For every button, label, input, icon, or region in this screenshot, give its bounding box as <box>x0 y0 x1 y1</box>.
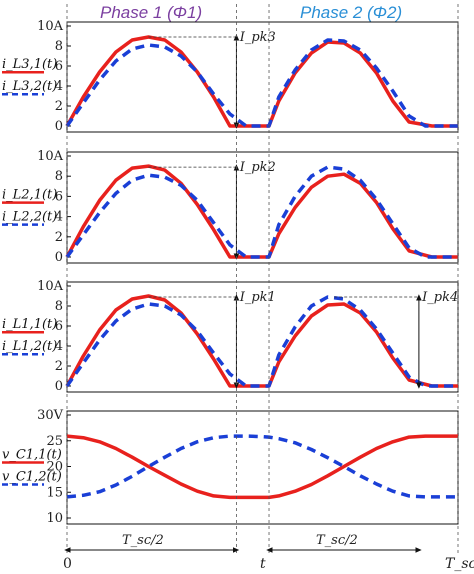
series-label: i_L2,2(t) <box>2 210 57 225</box>
x-tick-t: t <box>260 556 266 572</box>
series-label: i_L2,1(t) <box>2 188 57 203</box>
y-tick-label: 6 <box>55 319 63 334</box>
series-line-blue <box>66 434 458 499</box>
panel-frame <box>66 151 459 264</box>
series-line-red <box>66 434 458 500</box>
y-tick-label: 10A <box>37 19 64 34</box>
y-tick-label: 8 <box>55 39 63 54</box>
series-label: i_L3,1(t) <box>2 57 57 72</box>
y-tick-label: 8 <box>55 169 63 184</box>
y-tick-label: 2 <box>55 230 63 245</box>
y-tick-label: 10A <box>37 279 64 294</box>
peak-label: I_pk3 <box>239 30 276 45</box>
series-label: v_C1,2(t) <box>2 469 62 484</box>
series-line-blue <box>65 165 458 259</box>
time-axis: 0 t T_sc T_sc/2 T_sc/2 <box>63 533 474 572</box>
series-line-red <box>65 35 458 128</box>
y-tick-label: 6 <box>55 189 63 204</box>
y-tick-label: 0 <box>55 379 63 394</box>
span2-label: T_sc/2 <box>316 533 358 548</box>
y-tick-label: 10 <box>46 511 63 526</box>
y-tick-label: 2 <box>55 359 63 374</box>
y-tick-label: 10A <box>37 149 64 164</box>
y-tick-label: 4 <box>55 79 63 94</box>
phase1-label: Phase 1 (Φ1) <box>100 3 202 22</box>
x-tick-0: 0 <box>63 556 72 572</box>
chart-panels: 0 2 4 6 8 10A i_L3,1(t) i_L3,2(t) I_pk3 0 2 4 6 8 10A i… <box>2 19 459 526</box>
peak-label: I_pk2 <box>239 160 276 175</box>
series-label: i_L1,2(t) <box>2 339 57 354</box>
panel-1: 0 2 4 6 8 10A i_L3,1(t) i_L3,2(t) I_pk3 <box>2 19 459 134</box>
phase2-label: Phase 2 (Φ2) <box>300 3 402 22</box>
y-tick-label: 4 <box>55 210 63 225</box>
series-line-red <box>65 164 458 259</box>
x-tick-tsc: T_sc <box>445 556 474 572</box>
peak-label: I_pk1 <box>239 290 276 305</box>
y-tick-label: 8 <box>55 299 63 314</box>
y-tick-label: 25 <box>46 434 63 449</box>
panel-3: 0 2 4 6 8 10A i_L1,1(t) i_L1,2(t) I_pk1 I_pk4 <box>2 279 459 394</box>
y-tick-label: 20 <box>46 460 63 475</box>
y-tick-label: 0 <box>55 119 63 134</box>
series-line-red <box>65 294 458 388</box>
y-tick-label: 30V <box>37 408 64 423</box>
y-tick-label: 2 <box>55 99 63 114</box>
phase-guides <box>66 4 459 556</box>
y-tick-label: 15 <box>46 485 63 500</box>
panel-2: 0 2 4 6 8 10A i_L2,1(t) i_L2,2(t) I_pk2 <box>2 149 459 265</box>
series-line-blue <box>65 38 458 128</box>
y-tick-label: 0 <box>55 250 63 265</box>
series-label: i_L3,2(t) <box>2 79 57 94</box>
series-label: v_C1,1(t) <box>2 447 62 462</box>
span1-label: T_sc/2 <box>122 533 164 548</box>
y-tick-label: 6 <box>55 59 63 74</box>
y-tick-label: 4 <box>55 339 63 354</box>
series-label: i_L1,1(t) <box>2 317 57 332</box>
panel-4: 10 15 20 25 30V v_C1,1(t) v_C1,2(t) <box>2 408 459 526</box>
panel-frame <box>66 410 459 525</box>
series-line-blue <box>65 295 458 388</box>
phase-header: Phase 1 (Φ1) Phase 2 (Φ2) <box>100 3 402 22</box>
peak-label: I_pk4 <box>421 290 458 305</box>
